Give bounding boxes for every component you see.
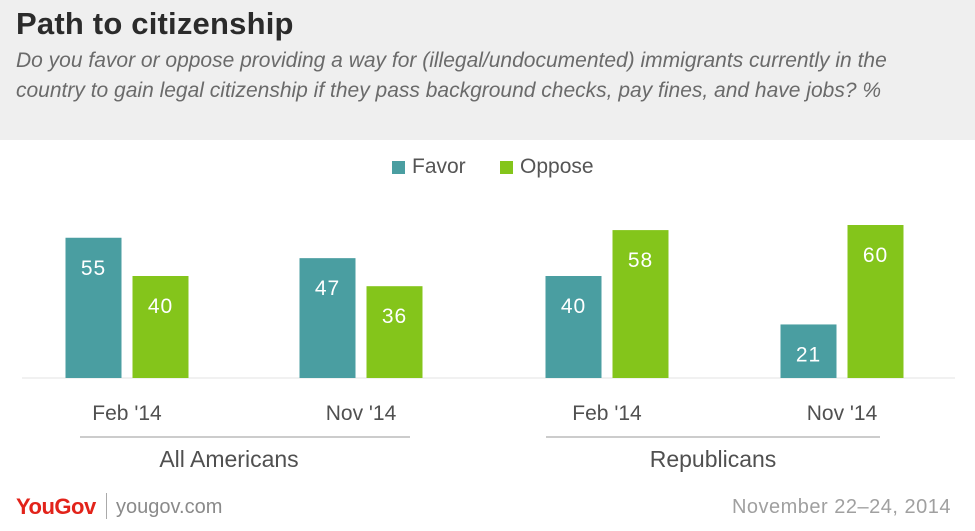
group-label-1: Republicans [650,446,777,472]
legend-label-favor: Favor [412,155,466,178]
footer-divider [106,493,107,519]
bar-favor-0 [65,237,122,378]
yougov-logo: YouGov [16,494,96,519]
bar-favor-1 [299,258,356,378]
bar-oppose-1 [366,286,423,378]
data-label-favor-1: 47 [315,277,340,300]
bar-oppose-2 [612,230,669,378]
group-label-0: All Americans [159,446,298,472]
legend-swatch-favor [392,161,405,174]
legend-label-oppose: Oppose [520,155,594,178]
x-tick-label-1: Nov '14 [326,402,397,425]
legend-swatch-oppose [500,161,513,174]
data-label-favor-2: 40 [561,295,586,318]
bar-oppose-0 [132,276,189,378]
bar-chart: 55 40 Feb '14 47 36 Nov '14 40 58 Feb '14 21 60 Nov… [22,225,955,472]
footer-url[interactable]: yougov.com [116,496,223,518]
chart-subtitle: Do you favor or oppose providing a way f… [16,49,887,102]
header-panel: Path to citizenship Do you favor or oppo… [0,0,975,140]
x-tick-label-3: Nov '14 [807,402,878,425]
x-tick-label-2: Feb '14 [572,402,642,425]
legend: Favor Oppose [0,155,975,181]
survey-date: November 22–24, 2014 [731,496,951,518]
data-label-favor-0: 55 [81,257,106,280]
data-label-oppose-3: 60 [863,244,888,267]
data-label-oppose-2: 58 [628,249,653,272]
bar-oppose-3 [847,225,904,378]
x-tick-label-0: Feb '14 [92,402,162,425]
data-label-favor-3: 21 [796,343,821,366]
bar-favor-3 [780,324,837,378]
bar-favor-2 [545,276,602,378]
data-label-oppose-0: 40 [148,295,173,318]
chart-title: Path to citizenship [16,6,294,41]
data-label-oppose-1: 36 [382,305,407,328]
